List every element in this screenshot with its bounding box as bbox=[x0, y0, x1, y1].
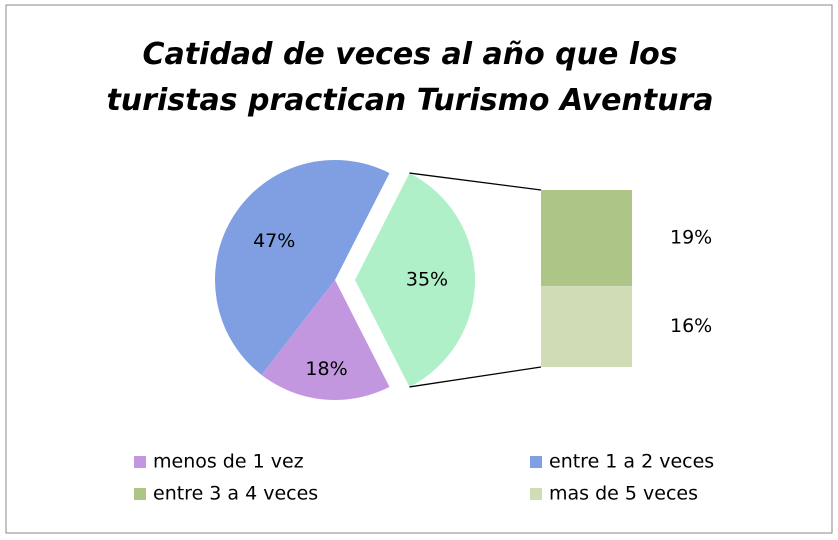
pie-slice bbox=[261, 280, 390, 400]
chart-title: Catidad de veces al año que los turistas … bbox=[106, 37, 713, 118]
legend-label: entre 3 a 4 veces bbox=[153, 483, 318, 505]
legend-swatch bbox=[134, 488, 146, 500]
data-label: 18% bbox=[305, 358, 347, 380]
bar-segment bbox=[541, 190, 632, 287]
pie-slice bbox=[215, 160, 390, 375]
connector bbox=[409, 172, 542, 191]
data-label: 16% bbox=[670, 315, 712, 337]
data-label: 47% bbox=[253, 230, 295, 252]
bar-segment bbox=[541, 286, 632, 367]
data-label: 35% bbox=[406, 269, 448, 291]
legend-swatch bbox=[530, 456, 542, 468]
connector bbox=[409, 366, 542, 388]
legend-label: entre 1 a 2 veces bbox=[549, 451, 714, 473]
legend-label: menos de 1 vez bbox=[153, 451, 304, 473]
legend-swatch bbox=[134, 456, 146, 468]
legend-label: mas de 5 veces bbox=[549, 483, 698, 505]
pie-slice bbox=[355, 173, 476, 387]
data-label: 19% bbox=[670, 227, 712, 249]
legend-swatch bbox=[530, 488, 542, 500]
